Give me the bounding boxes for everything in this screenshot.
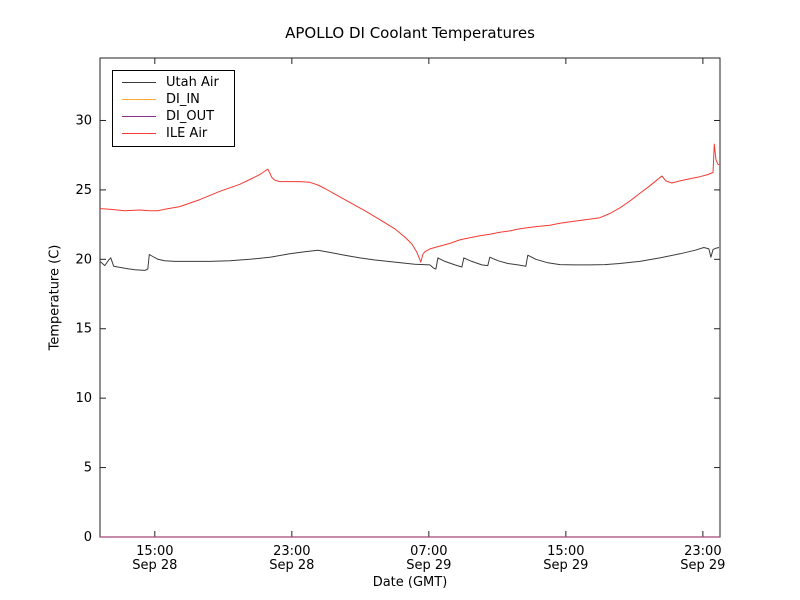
- legend-label: Utah Air: [166, 75, 219, 90]
- legend-line-swatch: [122, 116, 156, 117]
- legend-line-swatch: [122, 82, 156, 83]
- x-tick-label-date: Sep 29: [406, 558, 451, 573]
- x-tick-label-date: Sep 29: [543, 558, 588, 573]
- y-tick-label: 30: [75, 113, 92, 128]
- x-tick-label-date: Sep 28: [269, 558, 314, 573]
- legend-label: ILE Air: [166, 126, 208, 141]
- legend-item-di-in: DI_IN: [113, 91, 234, 108]
- y-tick-label: 5: [84, 461, 92, 476]
- y-tick-label: 10: [75, 391, 92, 406]
- legend-label: DI_IN: [166, 92, 200, 107]
- y-tick-label: 20: [75, 252, 92, 267]
- legend-item-ile-air: ILE Air: [113, 125, 234, 142]
- y-axis-label: Temperature (C): [47, 244, 63, 351]
- legend-item-utah-air: Utah Air: [113, 74, 234, 91]
- x-tick-label-time: 15:00: [547, 544, 584, 559]
- y-tick-label: 0: [84, 530, 92, 545]
- legend-line-swatch: [122, 133, 156, 134]
- legend-item-di-out: DI_OUT: [113, 108, 234, 125]
- chart-title: APOLLO DI Coolant Temperatures: [285, 24, 535, 42]
- x-tick-label-time: 23:00: [273, 544, 310, 559]
- x-axis-label: Date (GMT): [372, 575, 448, 590]
- series-line-ile-air: [99, 143, 720, 263]
- series-line-utah-air: [99, 247, 720, 271]
- legend-label: DI_OUT: [166, 109, 215, 124]
- y-tick-label: 15: [75, 322, 92, 337]
- x-tick-label-date: Sep 28: [132, 558, 177, 573]
- legend-box: Utah Air DI_IN DI_OUT ILE Air: [112, 70, 235, 147]
- y-tick-label: 25: [75, 183, 92, 198]
- x-tick-label-time: 07:00: [410, 544, 447, 559]
- x-tick-label-time: 15:00: [136, 544, 173, 559]
- x-tick-label-date: Sep 29: [680, 558, 725, 573]
- x-tick-label-time: 23:00: [684, 544, 721, 559]
- legend-line-swatch: [122, 99, 156, 100]
